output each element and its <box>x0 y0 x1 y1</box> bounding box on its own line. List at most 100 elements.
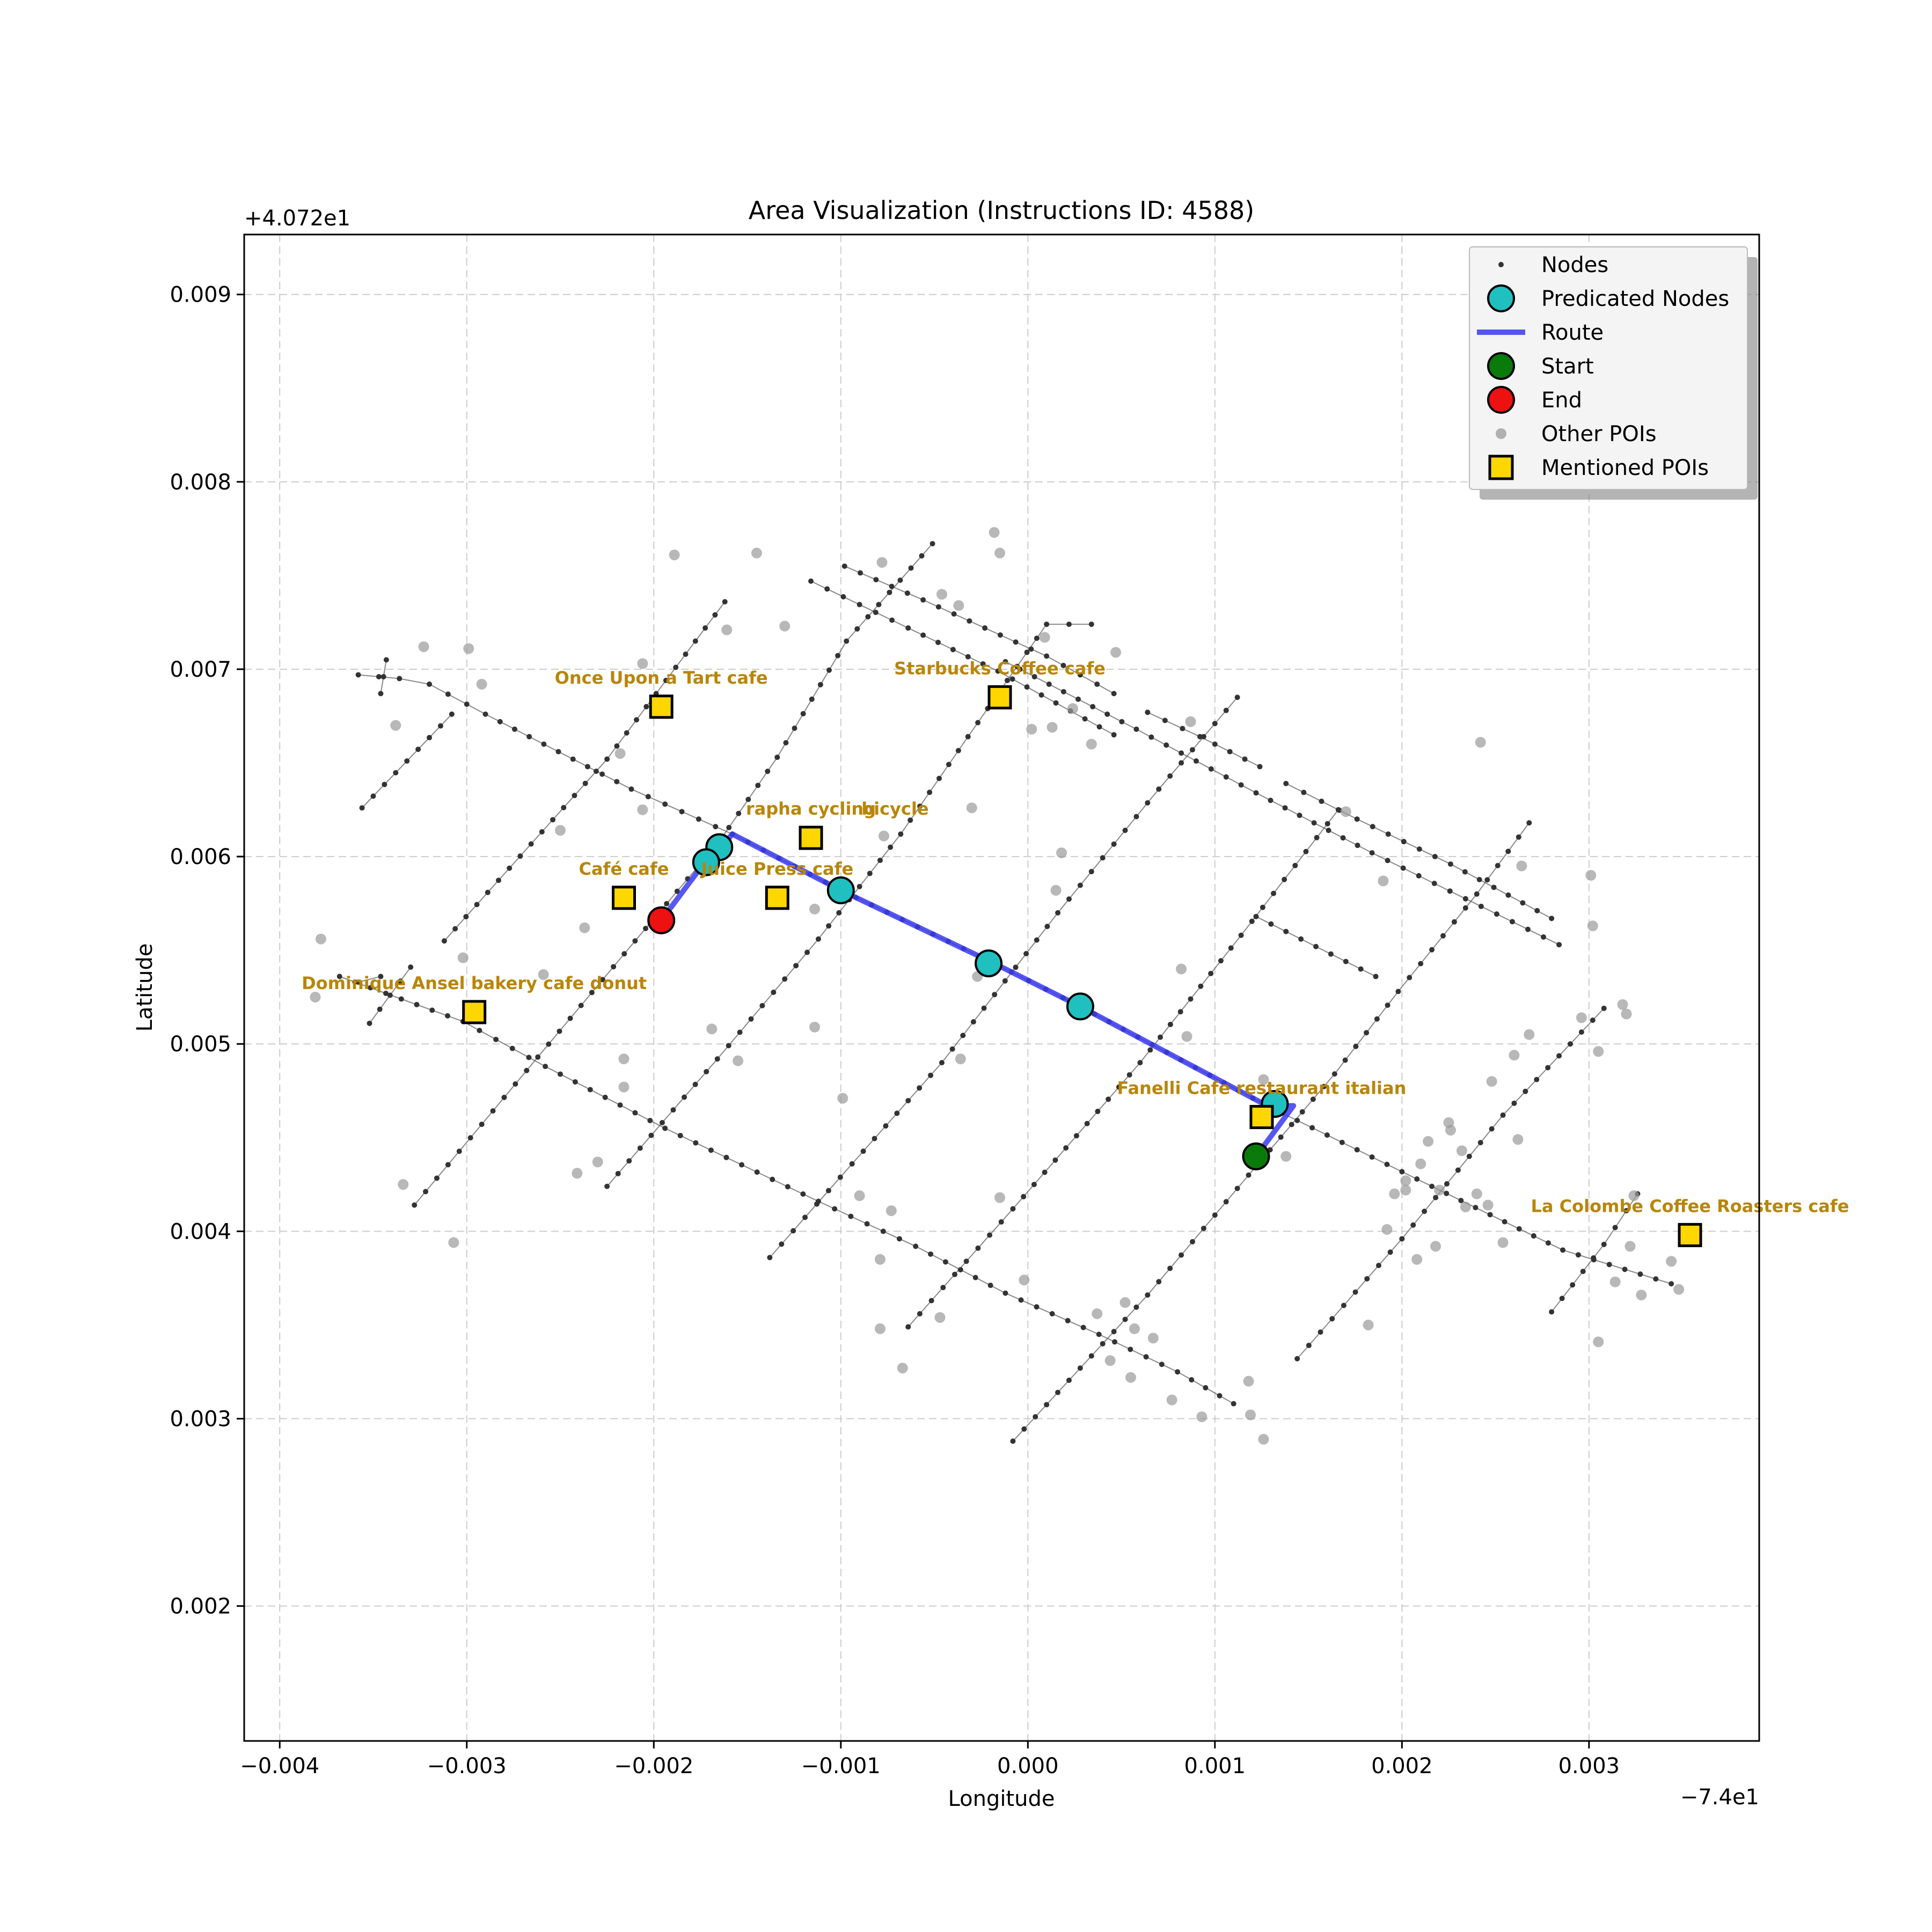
street-node <box>1500 1112 1506 1118</box>
street-node <box>1387 1249 1393 1255</box>
y-tick-label: 0.004 <box>170 1219 231 1244</box>
street-line <box>769 697 1238 1258</box>
street-node <box>670 1107 676 1113</box>
other-poi-marker <box>1067 703 1078 714</box>
street-node <box>1525 926 1531 932</box>
street-node <box>1049 1311 1055 1316</box>
other-poi-marker <box>706 1023 718 1035</box>
street-node <box>908 565 914 571</box>
street-node <box>1111 841 1117 847</box>
street-node <box>1458 1197 1464 1203</box>
other-poi-marker <box>1363 1319 1374 1330</box>
street-node <box>877 858 883 863</box>
street-node <box>1002 659 1008 665</box>
street-node <box>1038 692 1044 698</box>
street-node <box>736 810 742 816</box>
street-node <box>765 769 771 774</box>
mentioned-poi-label: Juice Press cafe <box>700 859 853 879</box>
mentioned-poi-marker <box>765 885 789 910</box>
street-node <box>1494 911 1499 917</box>
street-node <box>1545 1240 1551 1246</box>
other-poi-marker <box>1381 1224 1393 1235</box>
street-node <box>1082 716 1088 722</box>
street-node <box>957 1267 963 1272</box>
street-node <box>524 1067 530 1073</box>
street-node <box>946 762 952 767</box>
street-node <box>887 589 892 595</box>
street-node <box>398 996 404 1002</box>
street-node <box>1313 943 1319 949</box>
street-node <box>802 1214 808 1220</box>
street-node <box>485 889 491 895</box>
other-poi-marker <box>1056 847 1067 859</box>
street-node <box>474 902 480 908</box>
street-node <box>876 602 882 608</box>
street-node <box>1509 919 1515 925</box>
street-node <box>774 755 780 760</box>
end-marker <box>647 906 676 934</box>
street-node <box>930 541 935 547</box>
street-node <box>427 681 433 687</box>
street-node <box>1189 1377 1195 1383</box>
other-poi-marker <box>1411 1254 1423 1265</box>
street-node <box>1133 814 1139 819</box>
street-node <box>865 614 871 620</box>
street-node <box>376 674 382 679</box>
street-node <box>1374 1016 1380 1022</box>
street-node <box>1084 1121 1090 1126</box>
street-node <box>972 1275 978 1280</box>
street-node <box>888 844 894 850</box>
street-node <box>1066 621 1072 627</box>
predicted-node-marker <box>826 876 855 904</box>
street-node <box>997 632 1003 638</box>
street-node <box>1053 700 1059 706</box>
street-node <box>905 625 911 631</box>
street-node <box>1283 928 1289 934</box>
other-poi-marker <box>1666 1256 1677 1267</box>
street-node <box>1505 848 1511 854</box>
street-node <box>1122 1316 1128 1322</box>
mentioned-poi-marker <box>462 1000 487 1024</box>
street-node <box>387 992 393 998</box>
street-node <box>1066 1377 1072 1383</box>
street-node <box>1282 805 1288 811</box>
street-node <box>1257 764 1263 770</box>
street-node <box>1385 831 1391 837</box>
street-node <box>1384 1161 1390 1167</box>
other-poi-marker <box>457 952 469 963</box>
street-node <box>643 926 649 932</box>
street-node <box>826 923 832 929</box>
street-node <box>940 1285 946 1291</box>
street-node <box>1299 1109 1305 1115</box>
street-node <box>1462 896 1468 902</box>
x-tick-label: −0.001 <box>801 1754 881 1779</box>
other-poi-marker <box>1046 722 1058 733</box>
street-node <box>526 1055 532 1060</box>
street-node <box>1065 1318 1071 1323</box>
street-node <box>935 604 941 610</box>
street-node <box>872 1136 877 1141</box>
street-node <box>664 901 670 906</box>
street-node <box>1116 1084 1122 1090</box>
other-poi-marker <box>1245 1409 1256 1421</box>
street-node <box>844 638 850 644</box>
street-node <box>1018 1297 1024 1303</box>
street-node <box>628 786 634 792</box>
other-poi-marker <box>637 804 648 815</box>
street-node <box>883 1123 889 1129</box>
mentioned-poi-marker <box>1678 1223 1702 1247</box>
street-node <box>920 632 926 638</box>
street-node <box>1622 1267 1628 1272</box>
street-node <box>427 735 433 741</box>
street-node <box>441 938 447 944</box>
street-node <box>1249 918 1255 924</box>
other-poi-marker <box>1258 1433 1269 1445</box>
street-node <box>467 1135 473 1141</box>
street-node <box>950 647 956 653</box>
other-poi-marker <box>876 557 888 568</box>
grid <box>244 235 1759 1741</box>
street-node <box>404 758 410 764</box>
street-node <box>1422 1209 1428 1214</box>
street-node <box>1606 1262 1612 1268</box>
